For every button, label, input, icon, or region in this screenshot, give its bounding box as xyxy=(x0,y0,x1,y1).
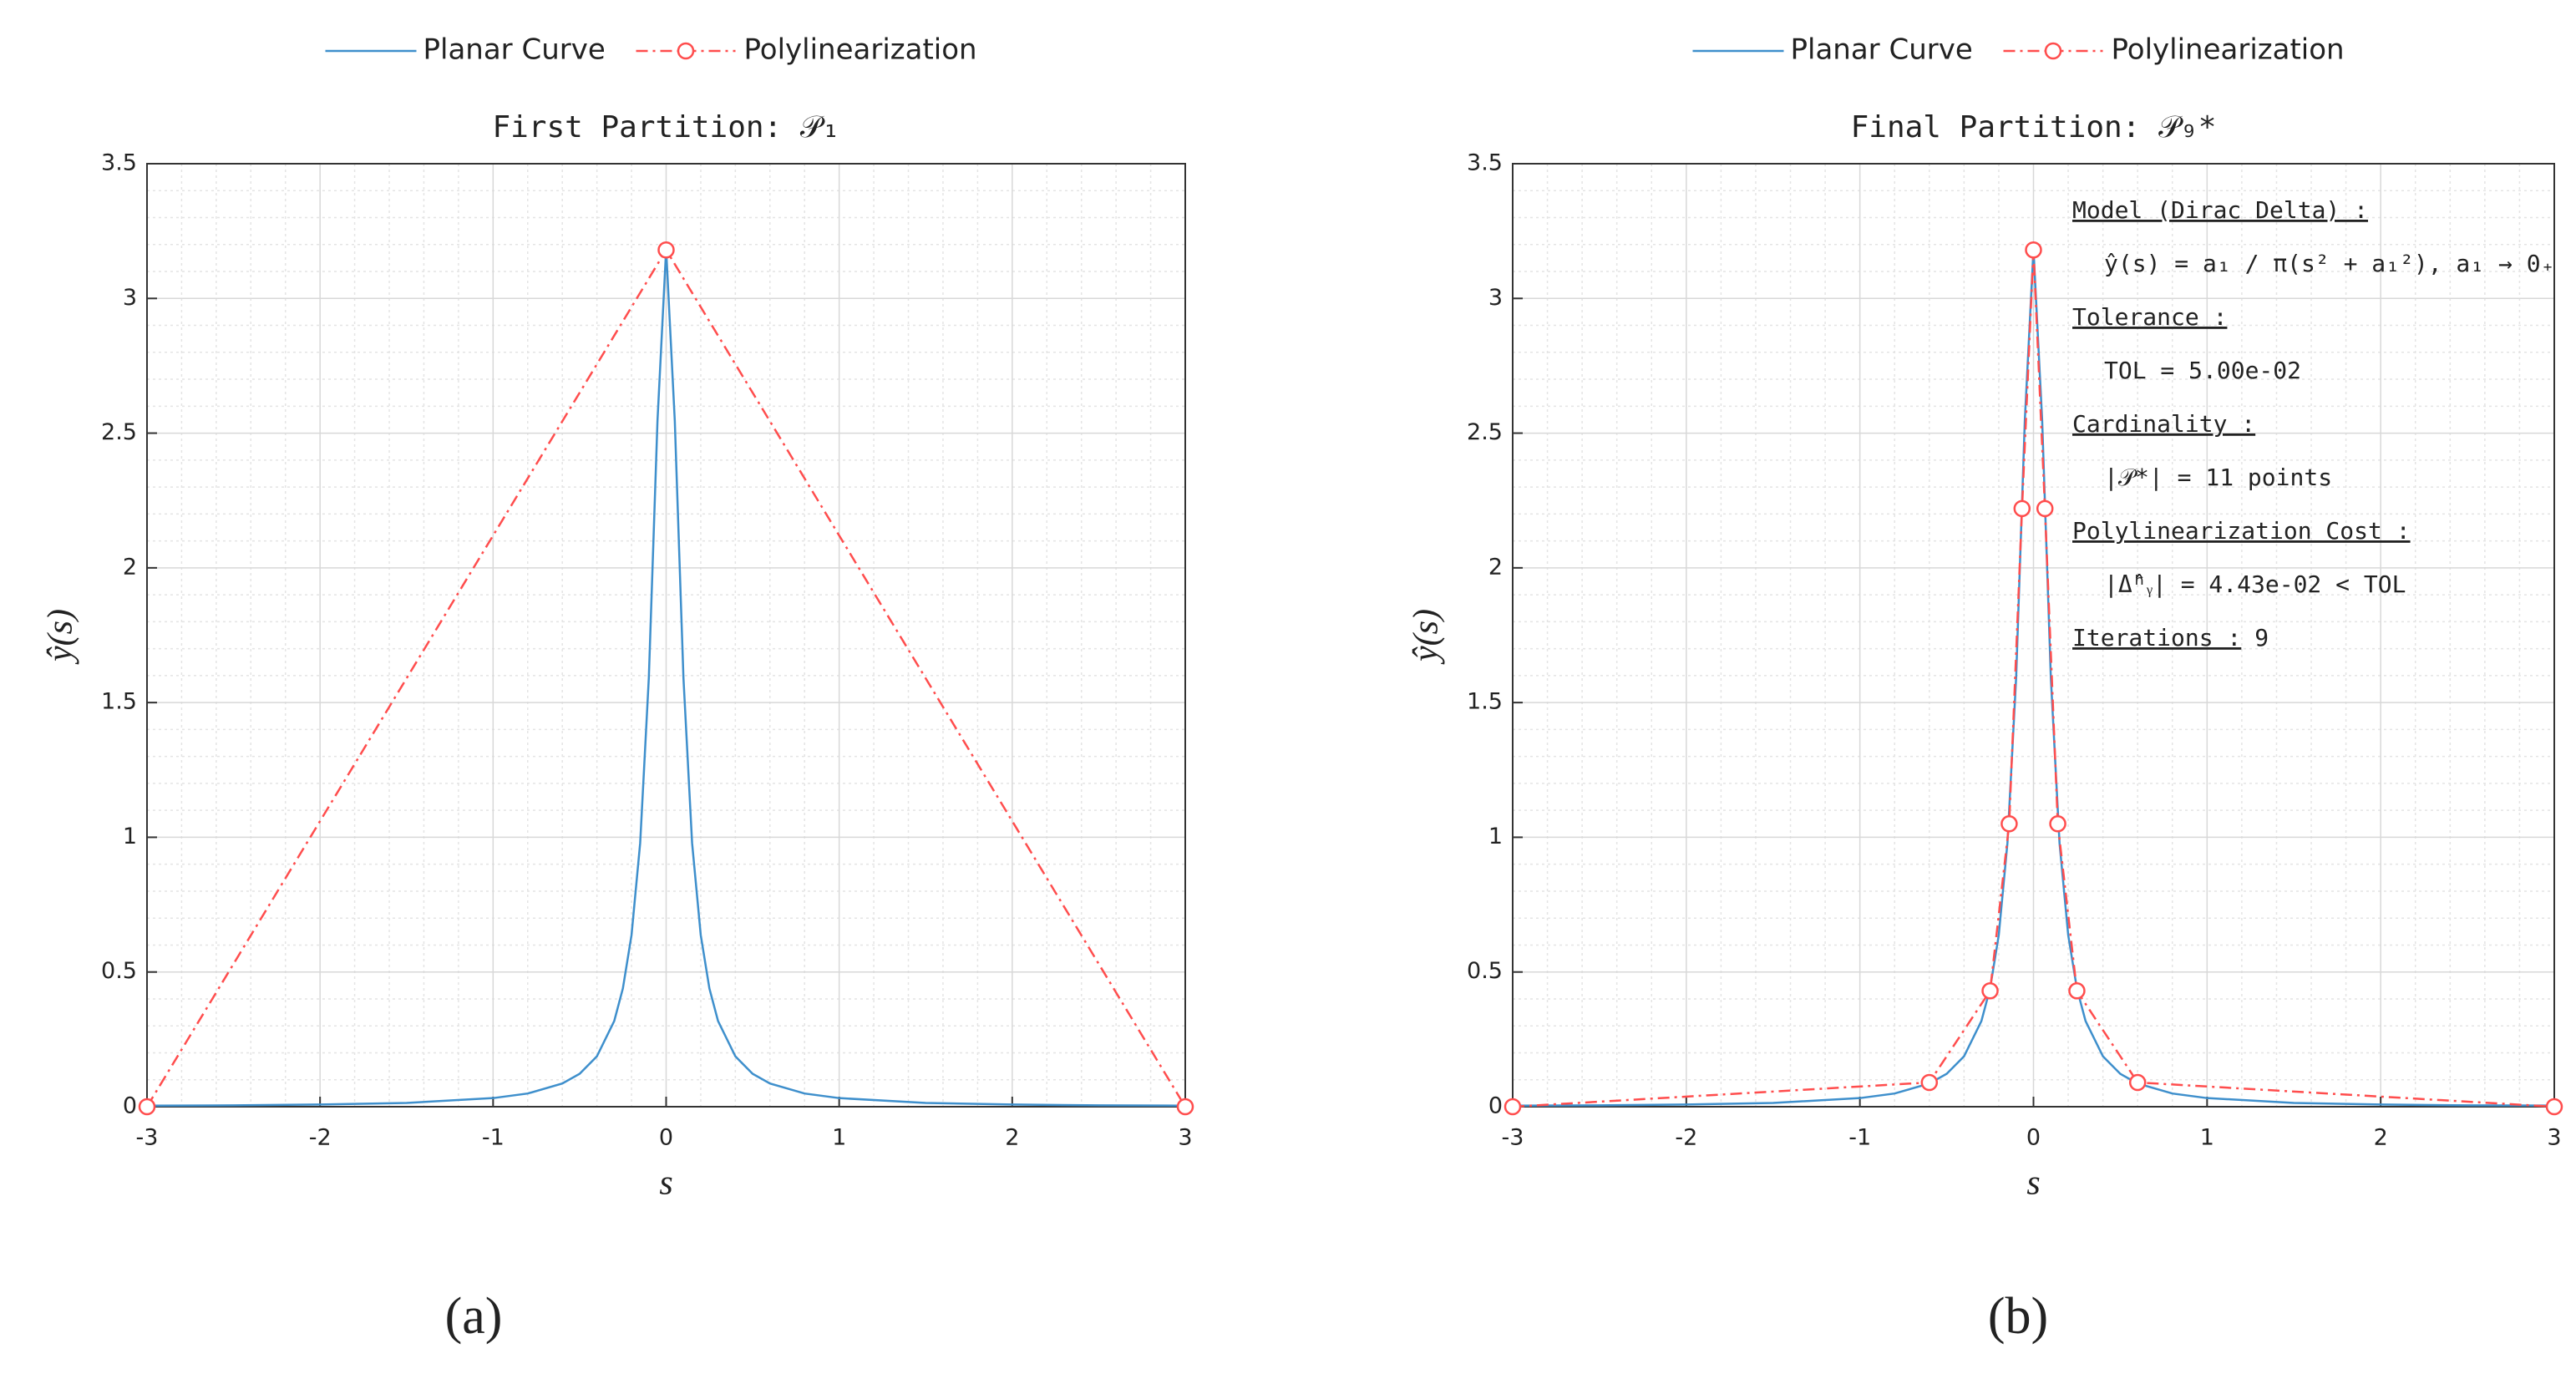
axes-box xyxy=(146,163,1186,1108)
y-tick-label: 1 xyxy=(1488,824,1503,849)
x-tick-label: -2 xyxy=(309,1125,332,1151)
x-tick-label: -3 xyxy=(1502,1125,1524,1151)
annotation-value: 9 xyxy=(2254,624,2269,651)
series-marker xyxy=(657,241,675,259)
y-tick-label: 3 xyxy=(1488,285,1503,311)
legend-label: Polylinearization xyxy=(744,33,977,67)
series-marker xyxy=(2036,499,2054,518)
y-tick-label: 1 xyxy=(123,824,137,849)
series-marker xyxy=(2128,1073,2147,1092)
y-tick-label: 1.5 xyxy=(101,689,137,715)
x-tick-label: 3 xyxy=(2547,1125,2561,1151)
axes-box xyxy=(1512,163,2555,1108)
x-axis-label: s xyxy=(659,1164,672,1203)
x-tick-label: 3 xyxy=(1178,1125,1192,1151)
x-tick-label: 0 xyxy=(2026,1125,2041,1151)
y-tick-label: 2 xyxy=(123,554,137,580)
series-marker xyxy=(2545,1098,2563,1116)
annotation-value: |Δ̂ʰᵧ| = 4.43e-02 < TOL xyxy=(2104,570,2406,598)
annotation-heading: Polylinearization Cost : xyxy=(2072,517,2411,545)
series-marker xyxy=(2013,499,2031,518)
y-tick-label: 2.5 xyxy=(1467,419,1503,445)
y-tick-label: 2.5 xyxy=(101,419,137,445)
x-tick-label: -3 xyxy=(136,1125,159,1151)
y-tick-label: 0.5 xyxy=(1467,958,1503,984)
series-marker xyxy=(2049,815,2066,833)
chart-title: Final Partition: 𝒫₉* xyxy=(1851,110,2217,144)
y-tick-label: 0 xyxy=(1488,1093,1503,1119)
y-tick-label: 2 xyxy=(1488,554,1503,580)
x-axis-label: s xyxy=(2026,1164,2040,1203)
annotation-value: |𝒫*| = 11 points xyxy=(2104,464,2332,491)
series-marker xyxy=(2025,241,2042,259)
panel-label: (b) xyxy=(1988,1288,2048,1345)
y-tick-label: 3.5 xyxy=(101,150,137,176)
series-marker xyxy=(138,1098,156,1116)
y-axis-label: ŷ(s) xyxy=(1407,609,1446,665)
x-tick-label: -1 xyxy=(1848,1125,1871,1151)
y-tick-label: 1.5 xyxy=(1467,689,1503,715)
series-marker xyxy=(1920,1073,1939,1092)
x-tick-label: 2 xyxy=(1005,1125,1019,1151)
legend-marker xyxy=(2044,42,2062,60)
panel-label: (a) xyxy=(445,1288,503,1345)
legend-marker xyxy=(677,42,695,60)
annotation-heading: Cardinality : xyxy=(2072,410,2255,438)
series-marker xyxy=(1176,1098,1194,1116)
annotation-heading: Iterations : xyxy=(2072,624,2241,651)
y-tick-label: 3.5 xyxy=(1467,150,1503,176)
x-tick-label: 0 xyxy=(659,1125,673,1151)
legend-label: Planar Curve xyxy=(1791,33,1973,67)
series-marker xyxy=(2068,982,2086,1000)
x-tick-label: -2 xyxy=(1675,1125,1697,1151)
x-tick-label: -1 xyxy=(482,1125,505,1151)
y-tick-label: 0 xyxy=(123,1093,137,1119)
series-marker xyxy=(1981,982,1999,1000)
annotation-heading: Model (Dirac Delta) : xyxy=(2072,196,2368,224)
series-marker xyxy=(2000,815,2018,833)
series-marker xyxy=(1504,1098,1522,1116)
chart-title: First Partition: 𝒫₁ xyxy=(492,110,839,144)
legend-label: Planar Curve xyxy=(423,33,606,67)
x-tick-label: 1 xyxy=(832,1125,846,1151)
legend-label: Polylinearization xyxy=(2112,33,2345,67)
y-axis-label: ŷ(s) xyxy=(42,609,80,665)
annotation-value: TOL = 5.00e-02 xyxy=(2104,357,2301,384)
x-tick-label: 2 xyxy=(2374,1125,2388,1151)
x-tick-label: 1 xyxy=(2200,1125,2214,1151)
y-tick-label: 3 xyxy=(123,285,137,311)
annotation-value: ŷ(s) = a₁ / π(s² + a₁²), a₁ → 0₊ xyxy=(2104,250,2554,277)
y-tick-label: 0.5 xyxy=(101,958,137,984)
annotation-heading: Tolerance : xyxy=(2072,303,2227,331)
